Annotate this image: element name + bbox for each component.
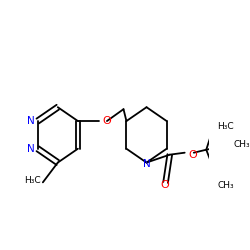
Text: N: N	[26, 116, 34, 126]
Text: O: O	[189, 150, 198, 160]
Text: H₃C: H₃C	[24, 176, 40, 185]
Text: O: O	[160, 180, 169, 190]
Text: CH₃: CH₃	[234, 140, 250, 149]
Text: N: N	[143, 158, 150, 168]
Text: N: N	[26, 144, 34, 154]
Text: CH₃: CH₃	[218, 181, 234, 190]
Text: H₃C: H₃C	[217, 122, 234, 131]
Text: O: O	[103, 116, 112, 126]
